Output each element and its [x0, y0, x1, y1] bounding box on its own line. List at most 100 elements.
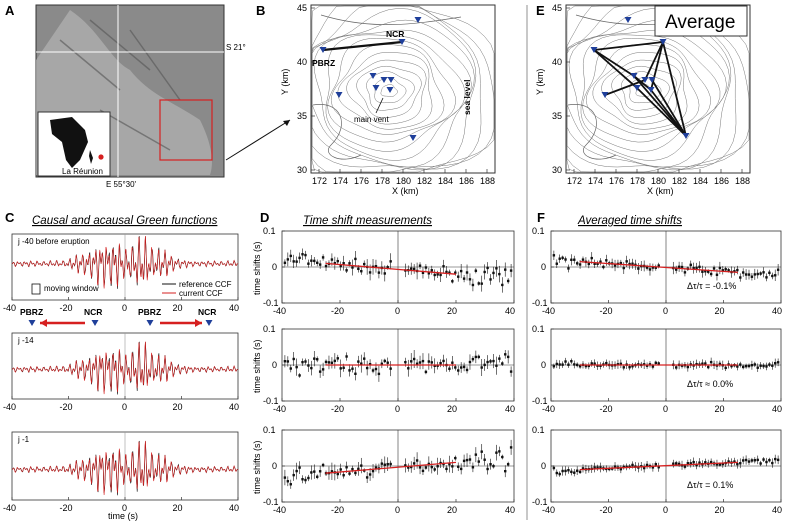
average-box — [654, 5, 748, 37]
data-point — [672, 462, 675, 465]
station-pair-lines-e — [593, 41, 687, 137]
data-point — [718, 362, 722, 366]
data-point — [695, 362, 698, 366]
data-point — [318, 470, 322, 473]
label-sea-level: sea level — [462, 80, 472, 115]
data-point — [418, 466, 422, 469]
data-point — [495, 451, 498, 454]
data-point — [501, 362, 504, 365]
data-point — [318, 263, 322, 266]
data-point — [465, 271, 469, 274]
data-point — [480, 366, 483, 369]
data-point — [567, 468, 570, 472]
data-point — [504, 353, 507, 356]
e-xlabel: X (km) — [647, 186, 674, 196]
contour-line — [582, 38, 711, 143]
data-point — [471, 466, 475, 469]
data-point — [739, 276, 742, 279]
data-point — [468, 360, 472, 364]
data-point — [307, 364, 310, 367]
label-pbrz: PBRZ — [20, 307, 43, 317]
data-point — [622, 366, 625, 369]
data-point — [558, 363, 561, 366]
data-point — [578, 470, 582, 474]
data-point — [570, 470, 573, 474]
x-tick-label: 172 — [567, 176, 582, 186]
station-pair-line — [593, 49, 635, 77]
data-point — [304, 360, 307, 363]
data-point — [374, 265, 378, 268]
data-point — [383, 359, 386, 363]
y-tick-label: 0 — [541, 360, 546, 370]
arrowhead-icon — [195, 319, 202, 327]
current-waveform — [11, 235, 239, 289]
data-point — [286, 480, 290, 483]
data-point — [776, 268, 780, 271]
data-point — [501, 283, 504, 287]
data-point — [357, 360, 360, 363]
data-point — [307, 262, 310, 265]
x-tick-label: -20 — [600, 306, 613, 316]
data-point — [715, 463, 719, 466]
data-point — [715, 273, 719, 276]
data-point — [454, 366, 457, 369]
data-point — [750, 275, 754, 278]
data-point — [718, 266, 722, 270]
data-point — [289, 367, 292, 370]
data-point — [645, 364, 649, 367]
y-axis-label: time shifts (s) — [252, 241, 262, 295]
x-tick-label: -20 — [331, 404, 344, 414]
data-point — [304, 253, 307, 257]
y-tick-label: 0 — [272, 262, 277, 272]
data-point — [558, 257, 561, 260]
data-point — [599, 466, 602, 469]
data-point — [486, 360, 489, 364]
data-point — [404, 464, 407, 467]
data-point — [762, 271, 765, 274]
x-tick-label: 20 — [715, 404, 725, 414]
contour-line — [327, 38, 456, 143]
station-pair-line — [593, 49, 638, 89]
label-main-vent: main vent — [354, 115, 389, 124]
b-xlabel: X (km) — [392, 186, 419, 196]
x-tick-label: 176 — [354, 176, 369, 186]
data-point — [768, 271, 771, 274]
label-ncr: NCR — [84, 307, 102, 317]
data-point — [389, 462, 392, 466]
panel-label-b: B — [256, 3, 265, 18]
data-point — [468, 278, 472, 281]
panel-label-f: F — [537, 210, 545, 225]
contour-line — [346, 59, 427, 125]
data-point — [474, 355, 478, 359]
contour-lines — [311, 5, 495, 173]
data-point — [654, 266, 658, 269]
data-point — [313, 259, 316, 263]
data-point — [704, 270, 707, 273]
panel-c-title: Causal and acausal Green functions — [32, 215, 218, 227]
x-tick-label: -40 — [3, 303, 16, 313]
data-point — [747, 273, 751, 276]
data-point — [454, 271, 457, 274]
data-point — [410, 360, 413, 363]
data-point — [471, 357, 475, 361]
data-point — [365, 366, 369, 370]
data-point — [750, 363, 754, 367]
data-point — [677, 462, 681, 466]
data-point — [625, 260, 628, 263]
data-point — [692, 266, 695, 270]
data-point — [298, 466, 301, 469]
data-point — [619, 467, 623, 471]
data-point — [683, 465, 687, 468]
data-point — [747, 460, 751, 463]
data-point — [724, 366, 727, 370]
data-point — [590, 256, 593, 260]
row-label: j -14 — [17, 336, 34, 345]
data-point — [567, 267, 570, 270]
panel-a-map: La Réunion S 21° E 55°30' — [35, 4, 291, 189]
data-point — [407, 367, 410, 370]
data-point — [324, 264, 328, 268]
x-tick-label: -20 — [60, 503, 73, 513]
data-point — [736, 462, 739, 466]
x-tick-label: 180 — [396, 176, 411, 186]
y-tick-label: -0.1 — [532, 396, 548, 406]
